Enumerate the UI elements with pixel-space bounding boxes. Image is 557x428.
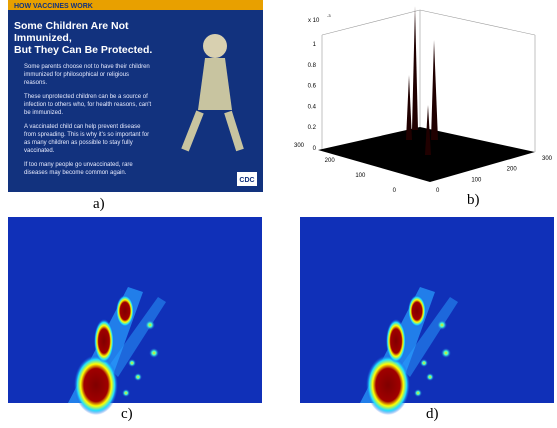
left-tick-label: 200	[325, 158, 336, 164]
panel-label: c)	[121, 406, 133, 422]
z-tick-label: 0.8	[308, 63, 317, 69]
slide-bullet: A vaccinated child can help prevent dise…	[24, 124, 150, 154]
right-tick-label: 100	[471, 177, 482, 183]
panel-label: d)	[426, 406, 439, 422]
panel-label: a)	[93, 196, 105, 212]
z-tick-label: 0.6	[308, 84, 317, 90]
scale-label: x 10	[308, 18, 320, 24]
z-tick-label: 0.4	[308, 104, 317, 110]
slide-bullet: These unprotected children can be a sour…	[24, 94, 152, 116]
left-tick-label: 100	[355, 173, 366, 179]
scale-exponent: -3	[327, 13, 331, 18]
slide-bullet: If too many people go unvaccinated, rare…	[24, 162, 133, 176]
left-tick-label: 0	[393, 188, 397, 194]
z-tick-label: 1	[313, 42, 317, 48]
cdc-logo: CDC	[239, 177, 254, 184]
slide-title-line: But They Can Be Protected.	[14, 44, 153, 56]
slide-title: Some Children Are Not Immunized, But The…	[14, 20, 184, 56]
left-tick-label: 300	[294, 143, 305, 149]
right-tick-label: 200	[507, 167, 518, 173]
slide-header: HOW VACCINES WORK	[14, 3, 93, 10]
z-tick-label: 0.2	[308, 125, 317, 131]
slide-bullet: Some parents choose not to have their ch…	[24, 64, 150, 86]
right-tick-label: 0	[436, 188, 440, 194]
slide-text: Some Children Are Not Immunized, But The…	[14, 20, 184, 183]
z-tick-label: 0	[313, 146, 317, 152]
panel-label: b)	[467, 192, 480, 208]
slide-title-line: Some Children Are Not Immunized,	[14, 20, 129, 44]
right-tick-label: 300	[542, 156, 553, 162]
